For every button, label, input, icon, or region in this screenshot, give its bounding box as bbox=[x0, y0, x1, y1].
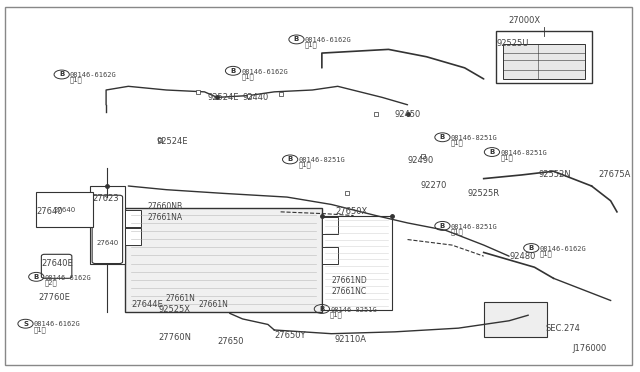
Text: 92525R: 92525R bbox=[468, 189, 500, 198]
Text: 27644E: 27644E bbox=[131, 300, 163, 309]
Text: 27760N: 27760N bbox=[159, 333, 192, 342]
Text: B: B bbox=[34, 274, 39, 280]
FancyBboxPatch shape bbox=[42, 254, 72, 278]
Text: （1）: （1） bbox=[500, 154, 513, 161]
Text: （1）: （1） bbox=[70, 77, 83, 83]
Bar bbox=[322, 217, 338, 234]
Text: 92480: 92480 bbox=[509, 251, 536, 261]
Text: B: B bbox=[294, 36, 299, 42]
Text: B: B bbox=[230, 68, 236, 74]
Text: 92552N: 92552N bbox=[539, 170, 572, 179]
Text: 27661ND: 27661ND bbox=[332, 276, 367, 285]
Text: B: B bbox=[440, 134, 445, 140]
Bar bbox=[322, 215, 392, 310]
Text: 27000X: 27000X bbox=[509, 16, 541, 25]
Bar bbox=[125, 228, 141, 245]
Text: （1）: （1） bbox=[241, 73, 254, 80]
Text: 92525X: 92525X bbox=[159, 305, 191, 314]
Bar bbox=[484, 302, 547, 337]
Text: B: B bbox=[440, 223, 445, 229]
Text: 27675A: 27675A bbox=[598, 170, 630, 179]
Text: （1）: （1） bbox=[34, 326, 47, 333]
Bar bbox=[90, 186, 125, 263]
Text: S: S bbox=[23, 321, 28, 327]
Text: （1）: （1） bbox=[330, 311, 343, 318]
Text: 92524E: 92524E bbox=[157, 137, 188, 146]
Text: 08146-8251G: 08146-8251G bbox=[451, 135, 497, 141]
Text: 27760E: 27760E bbox=[38, 293, 70, 302]
Text: 27661NC: 27661NC bbox=[332, 287, 367, 296]
Text: 27623: 27623 bbox=[92, 195, 119, 203]
Text: （1）: （1） bbox=[451, 140, 463, 146]
Text: （1）: （1） bbox=[298, 162, 311, 168]
Bar bbox=[125, 208, 322, 311]
Text: 92440: 92440 bbox=[243, 93, 269, 102]
Text: 92450: 92450 bbox=[395, 109, 421, 119]
Text: 92525U: 92525U bbox=[497, 39, 529, 48]
Text: 92110A: 92110A bbox=[335, 335, 367, 344]
Text: B: B bbox=[59, 71, 64, 77]
Text: 08146-8251G: 08146-8251G bbox=[451, 224, 497, 230]
Text: 92270: 92270 bbox=[420, 182, 447, 190]
Text: 27640: 27640 bbox=[54, 207, 76, 213]
Text: 08146-6162G: 08146-6162G bbox=[34, 321, 81, 327]
Text: 08146-6162G: 08146-6162G bbox=[45, 275, 92, 280]
Text: B: B bbox=[287, 156, 292, 163]
Text: 08146-6162G: 08146-6162G bbox=[241, 68, 288, 74]
Bar bbox=[125, 210, 141, 227]
Text: （1）: （1） bbox=[451, 228, 463, 235]
Text: 08146-6162G: 08146-6162G bbox=[305, 37, 351, 43]
Text: 08146-8251G: 08146-8251G bbox=[298, 157, 345, 163]
Text: 92524E: 92524E bbox=[207, 93, 239, 102]
Text: SEC.274: SEC.274 bbox=[546, 324, 580, 333]
FancyBboxPatch shape bbox=[92, 195, 123, 263]
Text: B: B bbox=[319, 306, 324, 312]
Text: 08146-6162G: 08146-6162G bbox=[540, 246, 586, 252]
Text: 08146-6162G: 08146-6162G bbox=[70, 72, 116, 78]
Text: 27640: 27640 bbox=[36, 207, 63, 217]
Bar bbox=[503, 44, 585, 79]
Text: （1）: （1） bbox=[305, 42, 317, 48]
Bar bbox=[36, 192, 93, 227]
Text: 27640: 27640 bbox=[96, 240, 118, 246]
Bar bbox=[322, 247, 338, 263]
Text: 27661N: 27661N bbox=[198, 300, 228, 309]
Text: （2）: （2） bbox=[45, 279, 58, 286]
Text: J176000: J176000 bbox=[573, 344, 607, 353]
Text: 27650Y: 27650Y bbox=[275, 331, 306, 340]
Text: 92490: 92490 bbox=[408, 155, 434, 165]
Text: 27650X: 27650X bbox=[336, 207, 368, 217]
Text: 27640E: 27640E bbox=[42, 259, 73, 268]
Text: B: B bbox=[490, 149, 495, 155]
Text: 27650: 27650 bbox=[217, 337, 244, 346]
Bar bbox=[497, 31, 591, 83]
Text: 27660NB: 27660NB bbox=[147, 202, 182, 211]
Text: （1）: （1） bbox=[540, 250, 552, 257]
Text: 27661N: 27661N bbox=[165, 294, 195, 303]
Text: 27661NA: 27661NA bbox=[147, 213, 182, 222]
Text: 08146-8251G: 08146-8251G bbox=[500, 150, 547, 156]
Text: 08146-8251G: 08146-8251G bbox=[330, 307, 377, 313]
Text: B: B bbox=[529, 245, 534, 251]
